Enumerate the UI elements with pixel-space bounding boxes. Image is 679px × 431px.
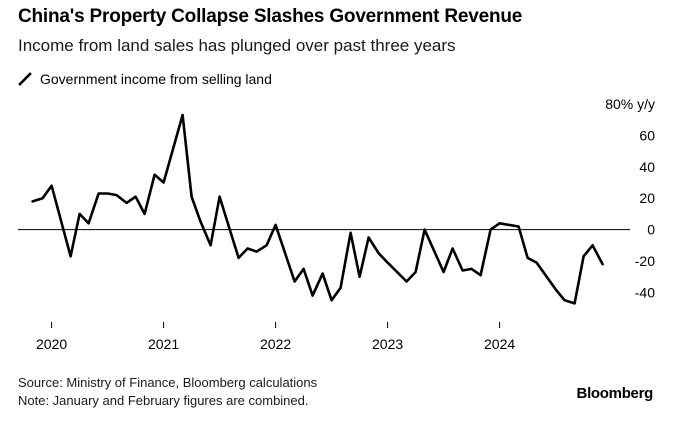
x-tick-label: 2023 [372, 336, 403, 352]
series-line-land-income [31, 113, 604, 305]
y-tick-label: 40 [639, 159, 655, 175]
diagonal-line-icon [18, 72, 32, 86]
footnote: Note: January and February figures are c… [18, 393, 309, 408]
bloomberg-logo: Bloomberg [576, 385, 654, 402]
y-tick-label: -20 [635, 253, 655, 269]
y-tick-label: 20 [639, 190, 655, 206]
y-tick-label: 60 [639, 127, 655, 143]
x-tick-label: 2021 [148, 336, 179, 352]
line-chart: 80% y/y 60 40 20 0 -20 -40 2020 2021 2022 2023 2024 [18, 96, 655, 352]
legend-label: Government income from selling land [40, 71, 272, 87]
legend: Government income from selling land [18, 71, 272, 87]
source-note: Source: Ministry of Finance, Bloomberg c… [18, 375, 318, 390]
footer: Source: Ministry of Finance, Bloomberg c… [18, 374, 317, 410]
chart-subtitle: Income from land sales has plunged over … [18, 36, 456, 55]
x-tick-label: 2024 [484, 336, 515, 352]
y-axis-unit-label: 80% y/y [605, 96, 655, 112]
y-tick-label: 0 [647, 222, 655, 238]
y-tick-label: -40 [635, 284, 655, 300]
chart-title: China's Property Collapse Slashes Govern… [18, 6, 523, 27]
x-tick-label: 2022 [260, 336, 291, 352]
x-tick-label: 2020 [36, 336, 67, 352]
